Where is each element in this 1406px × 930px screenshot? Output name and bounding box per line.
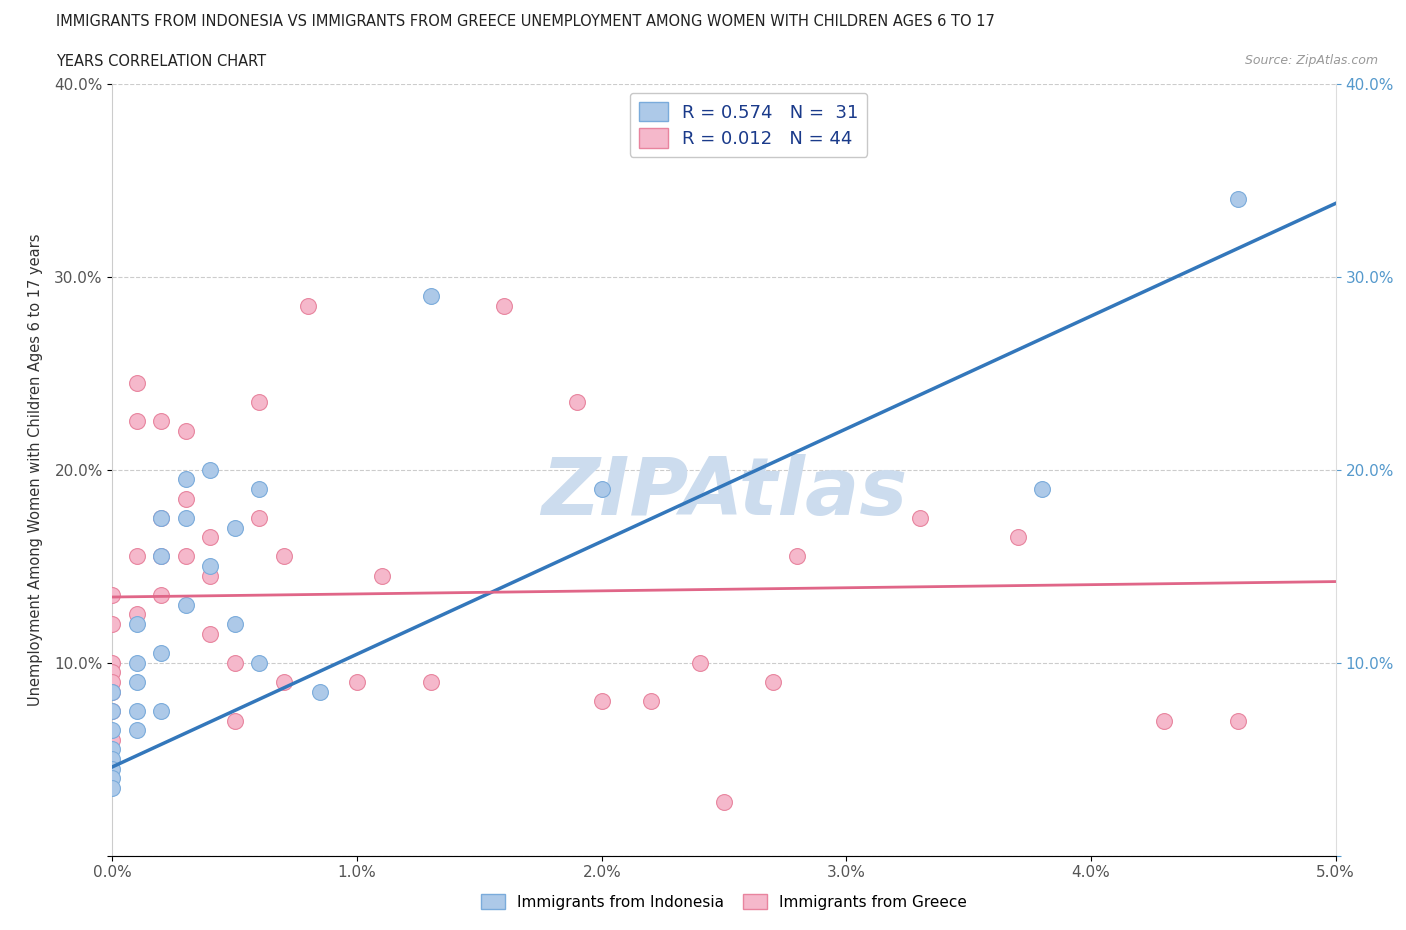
Immigrants from Indonesia xyxy=(101,703,124,718)
Immigrants from Greece xyxy=(247,394,270,409)
Immigrants from Indonesia xyxy=(125,723,148,737)
Immigrants from Greece xyxy=(150,588,173,603)
Immigrants from Indonesia xyxy=(125,674,148,689)
Immigrants from Greece xyxy=(1007,530,1029,545)
Immigrants from Greece xyxy=(101,733,124,748)
Text: YEARS CORRELATION CHART: YEARS CORRELATION CHART xyxy=(56,54,266,69)
Immigrants from Indonesia xyxy=(174,597,197,612)
Immigrants from Greece xyxy=(150,549,173,564)
Immigrants from Greece xyxy=(101,674,124,689)
Immigrants from Greece xyxy=(786,549,808,564)
Immigrants from Greece xyxy=(297,299,319,313)
Immigrants from Greece xyxy=(174,424,197,439)
Immigrants from Indonesia xyxy=(125,656,148,671)
Y-axis label: Unemployment Among Women with Children Ages 6 to 17 years: Unemployment Among Women with Children A… xyxy=(28,233,44,706)
Immigrants from Greece xyxy=(150,511,173,525)
Immigrants from Indonesia xyxy=(101,684,124,699)
Text: IMMIGRANTS FROM INDONESIA VS IMMIGRANTS FROM GREECE UNEMPLOYMENT AMONG WOMEN WIT: IMMIGRANTS FROM INDONESIA VS IMMIGRANTS … xyxy=(56,14,995,29)
Immigrants from Indonesia xyxy=(200,462,222,477)
Immigrants from Indonesia xyxy=(247,656,270,671)
Immigrants from Indonesia xyxy=(309,684,332,699)
Immigrants from Greece xyxy=(174,491,197,506)
Immigrants from Greece xyxy=(101,684,124,699)
Immigrants from Greece xyxy=(125,607,148,622)
Immigrants from Greece xyxy=(224,713,246,728)
Immigrants from Greece xyxy=(101,703,124,718)
Immigrants from Indonesia xyxy=(224,617,246,631)
Immigrants from Greece xyxy=(567,394,589,409)
Immigrants from Greece xyxy=(370,568,392,583)
Immigrants from Indonesia xyxy=(1031,482,1053,497)
Immigrants from Indonesia xyxy=(150,703,173,718)
Immigrants from Greece xyxy=(273,549,295,564)
Immigrants from Greece xyxy=(224,656,246,671)
Immigrants from Greece xyxy=(640,694,662,709)
Immigrants from Greece xyxy=(200,530,222,545)
Immigrants from Greece xyxy=(125,376,148,391)
Immigrants from Indonesia xyxy=(224,520,246,535)
Immigrants from Indonesia xyxy=(174,472,197,486)
Immigrants from Greece xyxy=(150,414,173,429)
Immigrants from Greece xyxy=(125,414,148,429)
Immigrants from Greece xyxy=(273,674,295,689)
Immigrants from Indonesia xyxy=(101,762,124,777)
Immigrants from Greece xyxy=(908,511,931,525)
Immigrants from Indonesia xyxy=(150,511,173,525)
Immigrants from Greece xyxy=(200,626,222,641)
Immigrants from Greece xyxy=(1226,713,1249,728)
Immigrants from Greece xyxy=(247,511,270,525)
Immigrants from Indonesia xyxy=(419,288,441,303)
Immigrants from Greece xyxy=(101,656,124,671)
Immigrants from Indonesia xyxy=(247,482,270,497)
Immigrants from Greece xyxy=(492,299,515,313)
Immigrants from Greece xyxy=(174,549,197,564)
Text: Source: ZipAtlas.com: Source: ZipAtlas.com xyxy=(1244,54,1378,67)
Immigrants from Indonesia xyxy=(101,742,124,757)
Immigrants from Greece xyxy=(419,674,441,689)
Immigrants from Indonesia xyxy=(591,482,613,497)
Immigrants from Indonesia xyxy=(101,723,124,737)
Immigrants from Indonesia xyxy=(1226,193,1249,207)
Immigrants from Greece xyxy=(762,674,785,689)
Immigrants from Indonesia xyxy=(200,559,222,574)
Legend: Immigrants from Indonesia, Immigrants from Greece: Immigrants from Indonesia, Immigrants fr… xyxy=(474,886,974,917)
Immigrants from Indonesia xyxy=(150,549,173,564)
Immigrants from Greece xyxy=(101,588,124,603)
Text: ZIPAtlas: ZIPAtlas xyxy=(541,454,907,532)
Immigrants from Greece xyxy=(101,665,124,680)
Immigrants from Greece xyxy=(200,568,222,583)
Immigrants from Greece xyxy=(101,617,124,631)
Immigrants from Greece xyxy=(125,549,148,564)
Immigrants from Greece xyxy=(1153,713,1175,728)
Immigrants from Indonesia xyxy=(174,511,197,525)
Immigrants from Indonesia xyxy=(101,751,124,766)
Immigrants from Indonesia xyxy=(150,645,173,660)
Immigrants from Indonesia xyxy=(125,617,148,631)
Immigrants from Indonesia xyxy=(101,771,124,786)
Immigrants from Greece xyxy=(591,694,613,709)
Immigrants from Greece xyxy=(346,674,368,689)
Immigrants from Indonesia xyxy=(101,780,124,795)
Immigrants from Greece xyxy=(713,794,735,809)
Immigrants from Greece xyxy=(689,656,711,671)
Immigrants from Indonesia xyxy=(125,703,148,718)
